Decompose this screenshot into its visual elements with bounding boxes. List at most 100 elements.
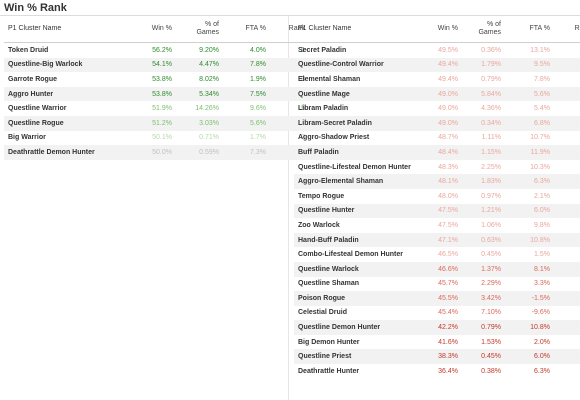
win-cell: 49.5% (438, 46, 458, 54)
fta-cell: 2.1% (534, 192, 550, 200)
table-row[interactable]: Deathrattle Hunter 36.4% 0.38% 6.3% 31 (294, 364, 580, 379)
left-panel: P1 Cluster Name Win % % of Games FTA % Ra… (4, 16, 309, 160)
rank-cell: 5 (301, 105, 305, 113)
cluster-name-cell: Questline-Control Warrior (294, 57, 423, 73)
rank-cell: 9 (554, 43, 580, 58)
fta-cell: -9.6% (531, 309, 550, 317)
column-header-fta[interactable]: FTA % (223, 16, 270, 43)
fta-cell: 1.9% (250, 75, 266, 83)
column-header-games-line2: Games (196, 29, 219, 36)
table-row[interactable]: Token Druid 56.2% 9.20% 4.0% 1 (4, 43, 309, 58)
table-row[interactable]: Big Demon Hunter 41.6% 1.53% 2.0% 29 (294, 335, 580, 350)
cluster-name-cell: Questline Priest (294, 349, 423, 365)
games-cell: 1.06% (481, 221, 501, 229)
cluster-name-cell: Aggro-Shadow Priest (298, 134, 370, 142)
table-row[interactable]: Questline-Control Warrior49.4%1.79%9.5%1… (294, 57, 580, 73)
column-header-games[interactable]: % of Games (176, 16, 223, 43)
table-row[interactable]: Zoo Warlock 47.5% 1.06% 9.8% 21 (294, 218, 580, 233)
win-cell: 36.4% (438, 367, 458, 375)
table-row[interactable]: Garrote Rogue 53.8% 8.02% 1.9% 3 (4, 72, 309, 87)
cluster-name-cell: Aggro Hunter (4, 86, 137, 102)
fta-cell: 10.8% (505, 320, 554, 335)
win-cell: 49.0% (423, 115, 462, 131)
games-cell: 0.45% (481, 251, 501, 259)
games-cell: 1.83% (462, 174, 505, 189)
table-row[interactable]: Big Warrior 50.1% 0.71% 1.7% 7 (4, 131, 309, 146)
cluster-name-cell: Secret Paladin (298, 46, 347, 54)
games-cell: 3.42% (462, 291, 505, 306)
cluster-name-cell: Questline Hunter (294, 203, 423, 219)
fta-cell: 1.5% (534, 251, 550, 259)
games-cell: 1.11% (481, 134, 501, 142)
fta-cell: 11.9% (505, 145, 554, 160)
cluster-name-cell: Libram-Secret Paladin (294, 115, 423, 131)
fta-cell: 9.5% (505, 57, 554, 73)
win-cell: 50.0% (137, 145, 176, 160)
cluster-name-cell: Questline Rogue (4, 115, 137, 131)
table-row[interactable]: Combo-Lifesteal Demon Hunter 46.5% 0.45% 1.… (294, 247, 580, 262)
games-cell: 0.59% (176, 145, 223, 160)
rank-cell: 25 (554, 277, 580, 292)
cluster-name-cell: Questline Warlock (294, 261, 423, 277)
cluster-name-cell: Questline Demon Hunter (294, 320, 423, 335)
rank-cell: 16 (554, 145, 580, 160)
column-header-games[interactable]: % of Games (462, 16, 505, 43)
table-row[interactable]: Questline Shaman 45.7% 2.29% 3.3% 25 (294, 277, 580, 292)
table-row[interactable]: Questline-Lifesteal Demon Hunter 48.3% 2.2… (294, 160, 580, 175)
win-cell: 48.0% (438, 192, 458, 200)
cluster-name-cell: Celestial Druid (298, 309, 348, 317)
win-cell: 53.8% (137, 86, 176, 102)
games-cell: 2.29% (481, 280, 501, 288)
win-cell: 47.1% (423, 232, 462, 248)
fta-cell: 6.0% (505, 349, 554, 365)
fta-cell: 3.3% (534, 280, 550, 288)
fta-cell: 6.0% (505, 203, 554, 219)
column-header-win[interactable]: Win % (137, 16, 176, 43)
fta-cell: 10.7% (530, 134, 550, 142)
table-row[interactable]: Questline Warrior 51.9% 14.26% 9.6% 5 (4, 101, 309, 116)
column-header-win[interactable]: Win % (423, 16, 462, 43)
rank-cell: 3 (301, 75, 305, 83)
column-header-fta[interactable]: FTA % (505, 16, 554, 43)
table-row[interactable]: Secret Paladin 49.5% 0.36% 13.1% 9 (294, 43, 580, 58)
table-row[interactable]: Libram Paladin 49.0% 4.36% 5.4% 13 (294, 101, 580, 116)
cluster-name-cell: Questline Warrior (8, 105, 67, 113)
win-cell: 50.1% (152, 134, 172, 142)
rank-cell: 20 (554, 203, 580, 219)
table-row[interactable]: Aggro-Shadow Priest 48.7% 1.11% 10.7% 15 (294, 131, 580, 146)
table-row[interactable]: Elemental Shaman 49.4% 0.79% 7.8% 11 (294, 72, 580, 87)
win-cell: 45.7% (438, 280, 458, 288)
win-cell: 48.3% (438, 163, 458, 171)
games-cell: 0.34% (462, 115, 505, 131)
right-table-body: Secret Paladin49.5%0.36%13.1%9Questline-… (294, 43, 580, 379)
table-row[interactable]: Tempo Rogue 48.0% 0.97% 2.1% 19 (294, 189, 580, 204)
win-cell: 38.3% (423, 349, 462, 365)
fta-cell: 8.1% (505, 261, 554, 277)
games-cell: 4.36% (481, 105, 501, 113)
win-cell: 48.4% (423, 145, 462, 160)
column-header-rank[interactable]: Rank (554, 16, 580, 43)
column-header-cluster[interactable]: P1 Cluster Name (4, 16, 137, 43)
win-cell: 49.4% (438, 75, 458, 83)
games-cell: 1.53% (481, 338, 501, 346)
fta-cell: 13.1% (530, 46, 550, 54)
cluster-name-cell: Questline Shaman (298, 280, 360, 288)
table-row[interactable]: Celestial Druid 45.4% 7.10% -9.6% 27 (294, 306, 580, 321)
column-header-cluster[interactable]: P1 Cluster Name (294, 16, 423, 43)
